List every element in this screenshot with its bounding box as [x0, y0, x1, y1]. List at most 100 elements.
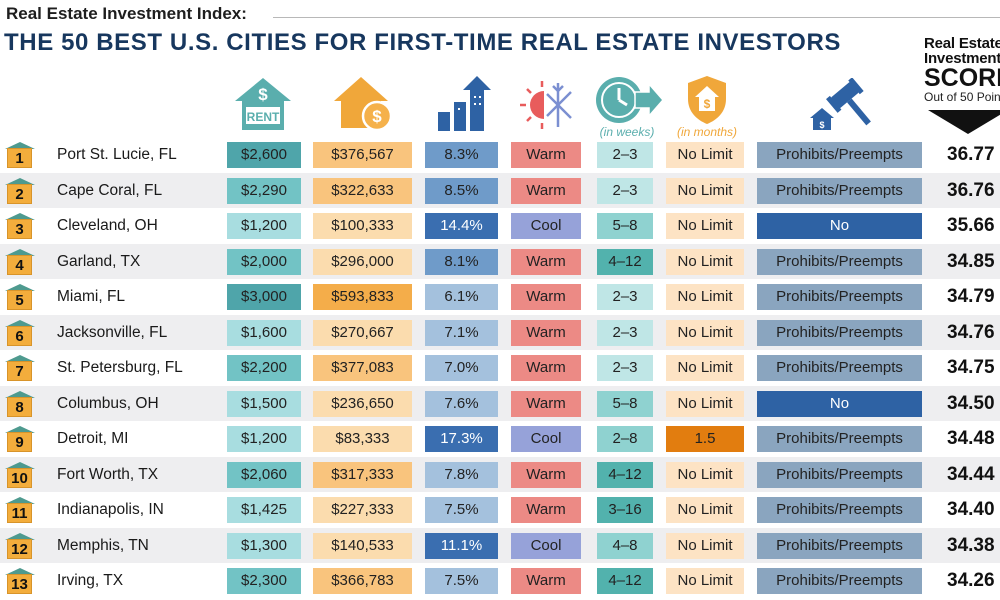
city-name: Detroit, MI	[57, 430, 129, 447]
growth-cell: 8.5%	[425, 177, 498, 204]
price-cell: $140,533	[313, 532, 412, 559]
table-row: 3 Cleveland, OH $1,200 $100,333 14.4% Cool 5–8…	[0, 208, 1000, 244]
law-cell: Prohibits/Preempts	[757, 142, 922, 168]
growth-cell: 6.1%	[425, 284, 498, 310]
table-row: 6 Jacksonville, FL $1,600 $270,667 7.1% Warm 2…	[0, 314, 1000, 350]
rank-number: 10	[7, 467, 32, 488]
rank-number: 7	[7, 361, 32, 381]
rent-cell: $1,600	[227, 319, 301, 346]
months-cell: No Limit	[666, 390, 744, 417]
rank-roof-icon	[5, 355, 35, 362]
climate-cell: Warm	[511, 568, 581, 594]
growth-cell: 7.5%	[425, 568, 498, 594]
growth-cell: 8.1%	[425, 248, 498, 275]
investment-score: 34.26	[947, 570, 995, 591]
climate-cell: Warm	[511, 177, 581, 204]
rent-cell: $2,290	[227, 177, 301, 204]
investment-score: 34.76	[947, 321, 995, 343]
table-row: 4 Garland, TX $2,000 $296,000 8.1% Warm 4–12 No…	[0, 243, 1000, 279]
city-name: Jacksonville, FL	[57, 323, 168, 341]
sun-snowflake-icon	[514, 78, 576, 132]
investment-score: 34.38	[947, 534, 995, 556]
rank-roof-icon	[5, 497, 35, 504]
weeks-cell: 4–12	[597, 248, 653, 275]
rent-cell: $1,300	[227, 532, 301, 559]
climate-cell: Warm	[511, 284, 581, 310]
city-name: Columbus, OH	[57, 394, 159, 412]
score-header-line4: Out of 50 Points	[924, 90, 1000, 104]
climate-cell: Warm	[511, 497, 581, 523]
score-arrow-icon	[928, 110, 1000, 134]
climate-cell: Warm	[511, 390, 581, 417]
price-cell: $227,333	[313, 497, 412, 523]
rank-house-badge: 9	[5, 426, 35, 452]
months-cell: No Limit	[666, 213, 744, 239]
city-name: Fort Worth, TX	[57, 465, 159, 483]
months-cell: No Limit	[666, 142, 744, 168]
weeks-cell: 2–3	[597, 284, 653, 310]
months-cell: No Limit	[666, 177, 744, 204]
growth-cell: 11.1%	[425, 532, 498, 559]
rank-roof-icon	[5, 284, 35, 291]
rank-roof-icon	[5, 568, 35, 575]
table-row: 7 St. Petersburg, FL $2,200 $377,083 7.0% War…	[0, 350, 1000, 386]
score-header-line2: Investment	[924, 50, 1000, 67]
investment-score: 34.40	[947, 499, 995, 520]
investment-score: 34.50	[947, 392, 995, 414]
weeks-cell: 4–12	[597, 461, 653, 488]
rank-number: 2	[7, 183, 32, 204]
rent-cell: $1,200	[227, 426, 301, 452]
rank-house-badge: 3	[5, 213, 35, 239]
rent-cell: $2,300	[227, 568, 301, 594]
table-row: 9 Detroit, MI $1,200 $83,333 17.3% Cool 2–8 1.5…	[0, 421, 1000, 457]
investment-score: 34.79	[947, 286, 995, 307]
price-cell: $270,667	[313, 319, 412, 346]
weeks-sublabel: (in weeks)	[599, 125, 655, 139]
rank-house-badge: 10	[5, 461, 35, 488]
weeks-cell: 2–3	[597, 319, 653, 346]
rank-number: 12	[7, 538, 32, 559]
price-cell: $236,650	[313, 390, 412, 417]
months-cell: No Limit	[666, 319, 744, 346]
law-cell: Prohibits/Preempts	[757, 177, 922, 204]
table-row: 1 Port St. Lucie, FL $2,600 $376,567 8.3% War…	[0, 137, 1000, 173]
weeks-cell: 2–3	[597, 177, 653, 204]
months-cell: No Limit	[666, 284, 744, 310]
investment-score: 36.77	[947, 144, 995, 165]
climate-cell: Warm	[511, 319, 581, 346]
rank-number: 3	[7, 219, 32, 239]
climate-cell: Warm	[511, 355, 581, 381]
climate-cell: Warm	[511, 248, 581, 275]
growth-bars-icon	[436, 76, 496, 132]
rank-roof-icon	[5, 319, 35, 327]
rank-house-badge: 1	[5, 142, 35, 168]
table-row: 13 Irving, TX $2,300 $366,783 7.5% Warm 4–12 No…	[0, 563, 1000, 599]
price-cell: $100,333	[313, 213, 412, 239]
city-name: Irving, TX	[57, 572, 124, 589]
rank-roof-icon	[5, 532, 35, 540]
svg-text:$: $	[704, 97, 711, 111]
law-cell: No	[757, 213, 922, 239]
months-cell: 1.5	[666, 426, 744, 452]
weeks-cell: 4–12	[597, 568, 653, 594]
weeks-cell: 5–8	[597, 213, 653, 239]
growth-cell: 7.5%	[425, 497, 498, 523]
weeks-cell: 4–8	[597, 532, 653, 559]
table-row: 11 Indianapolis, IN $1,425 $227,333 7.5% Warm…	[0, 492, 1000, 528]
rent-cell: $2,200	[227, 355, 301, 381]
rank-house-badge: 7	[5, 355, 35, 381]
months-cell: No Limit	[666, 248, 744, 275]
table-row: 10 Fort Worth, TX $2,060 $317,333 7.8% Warm 4–…	[0, 456, 1000, 492]
clock-arrow-icon	[595, 75, 665, 127]
law-cell: Prohibits/Preempts	[757, 426, 922, 452]
climate-cell: Cool	[511, 532, 581, 559]
rent-cell: $2,000	[227, 248, 301, 275]
growth-cell: 7.6%	[425, 390, 498, 417]
months-cell: No Limit	[666, 461, 744, 488]
city-name: Miami, FL	[57, 288, 126, 305]
rank-house-badge: 2	[5, 177, 35, 204]
rank-house-badge: 13	[5, 568, 35, 594]
price-cell: $296,000	[313, 248, 412, 275]
rent-cell: $1,500	[227, 390, 301, 417]
climate-cell: Warm	[511, 461, 581, 488]
